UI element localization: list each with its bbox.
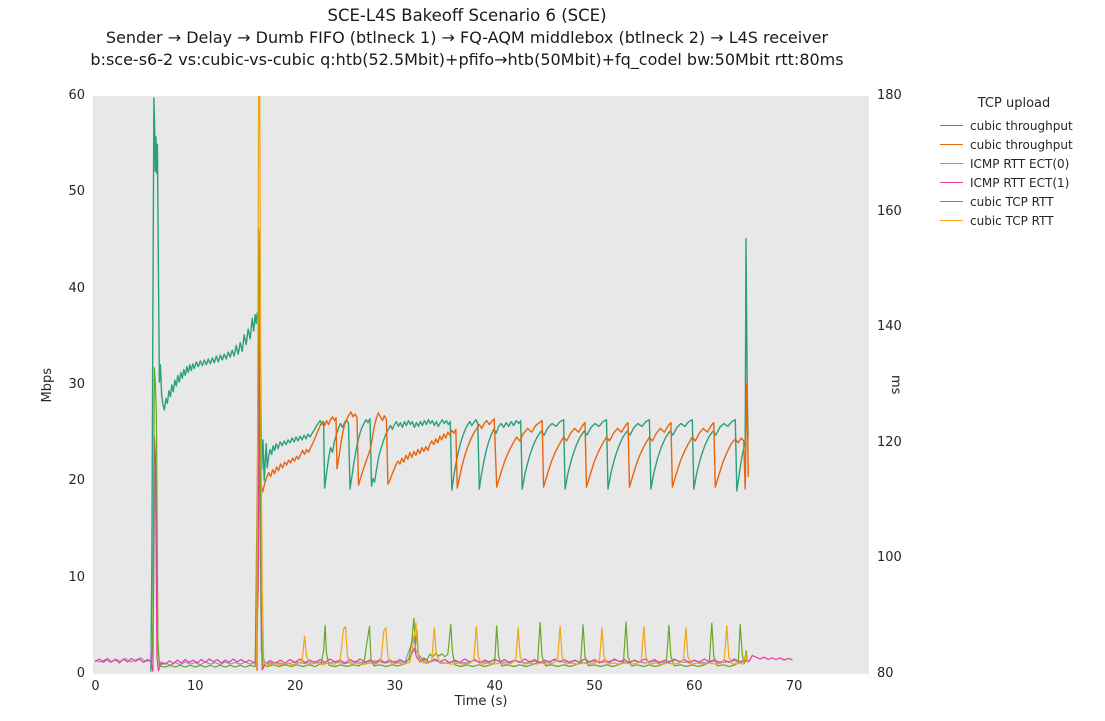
legend: TCP upload cubic throughput cubic through… [940,96,1100,233]
chart-subtitle-params: b:sce-s6-2 vs:cubic-vs-cubic q:htb(52.5M… [90,50,844,69]
y-right-tick-label: 160 [877,203,902,219]
legend-item-label: cubic TCP RTT [970,213,1054,228]
legend-item: cubic TCP RTT [940,213,1100,228]
legend-line-swatch [940,182,963,183]
x-tick-label: 30 [386,679,404,694]
series-cubic-throughput-2 [256,285,749,671]
y-right-tick-label: 140 [877,319,902,335]
x-tick-label: 70 [785,679,803,694]
legend-line-swatch [940,220,963,221]
x-tick-label: 50 [586,679,603,694]
y-left-tick-label: 40 [68,280,85,296]
legend-item: ICMP RTT ECT(0) [940,156,1100,171]
y-right-tick-label: 180 [877,88,902,103]
series-icmp-rtt-ect1 [94,355,793,672]
y-axis-label-right: ms [888,375,903,395]
legend-item-label: cubic throughput [970,118,1073,133]
legend-item: ICMP RTT ECT(1) [940,175,1100,190]
legend-item-label: ICMP RTT ECT(1) [970,175,1070,190]
chart-canvas [94,96,793,672]
y-right-tick-label: 100 [877,550,902,566]
legend-item: cubic TCP RTT [940,194,1100,209]
series-cubic-tcp-rtt-1 [150,228,749,668]
legend-line-swatch [940,144,963,145]
legend-line-swatch [940,163,963,164]
chart-subtitle-topology: Sender → Delay → Dumb FIFO (btlneck 1) →… [105,28,829,47]
y-left-tick-label: 20 [68,473,85,489]
x-tick-label: 10 [187,679,204,694]
x-tick-label: 20 [286,679,304,694]
y-right-tick-label: 80 [877,666,894,681]
y-right-tick-label: 120 [877,434,902,450]
plot-area [93,96,869,674]
y-left-tick-label: 0 [76,666,85,681]
series-cubic-throughput-1 [150,97,749,672]
legend-title: TCP upload [977,96,1051,111]
legend-item-label: ICMP RTT ECT(0) [970,156,1070,171]
chart-title-block: SCE-L4S Bakeoff Scenario 6 (SCE) Sender … [0,5,934,71]
legend-line-swatch [940,125,963,126]
series-cubic-tcp-rtt-2 [256,96,749,666]
legend-line-swatch [940,201,963,202]
y-left-tick-label: 60 [68,88,85,103]
y-left-tick-label: 30 [68,377,85,392]
legend-item: cubic throughput [940,137,1100,152]
series-icmp-rtt-ect0 [94,453,747,666]
x-tick-label: 60 [686,679,703,694]
legend-items: cubic throughput cubic throughput ICMP RTT… [940,118,1100,228]
x-axis-label: Time (s) [454,694,508,709]
y-left-tick-label: 10 [68,569,85,585]
chart-title: SCE-L4S Bakeoff Scenario 6 (SCE) [327,6,607,25]
x-tick-label: 40 [486,679,503,694]
y-left-tick-label: 50 [68,184,85,200]
legend-item-label: cubic throughput [970,137,1073,152]
x-tick-label: 0 [91,679,100,694]
legend-item: cubic throughput [940,118,1100,133]
legend-item-label: cubic TCP RTT [970,194,1054,209]
